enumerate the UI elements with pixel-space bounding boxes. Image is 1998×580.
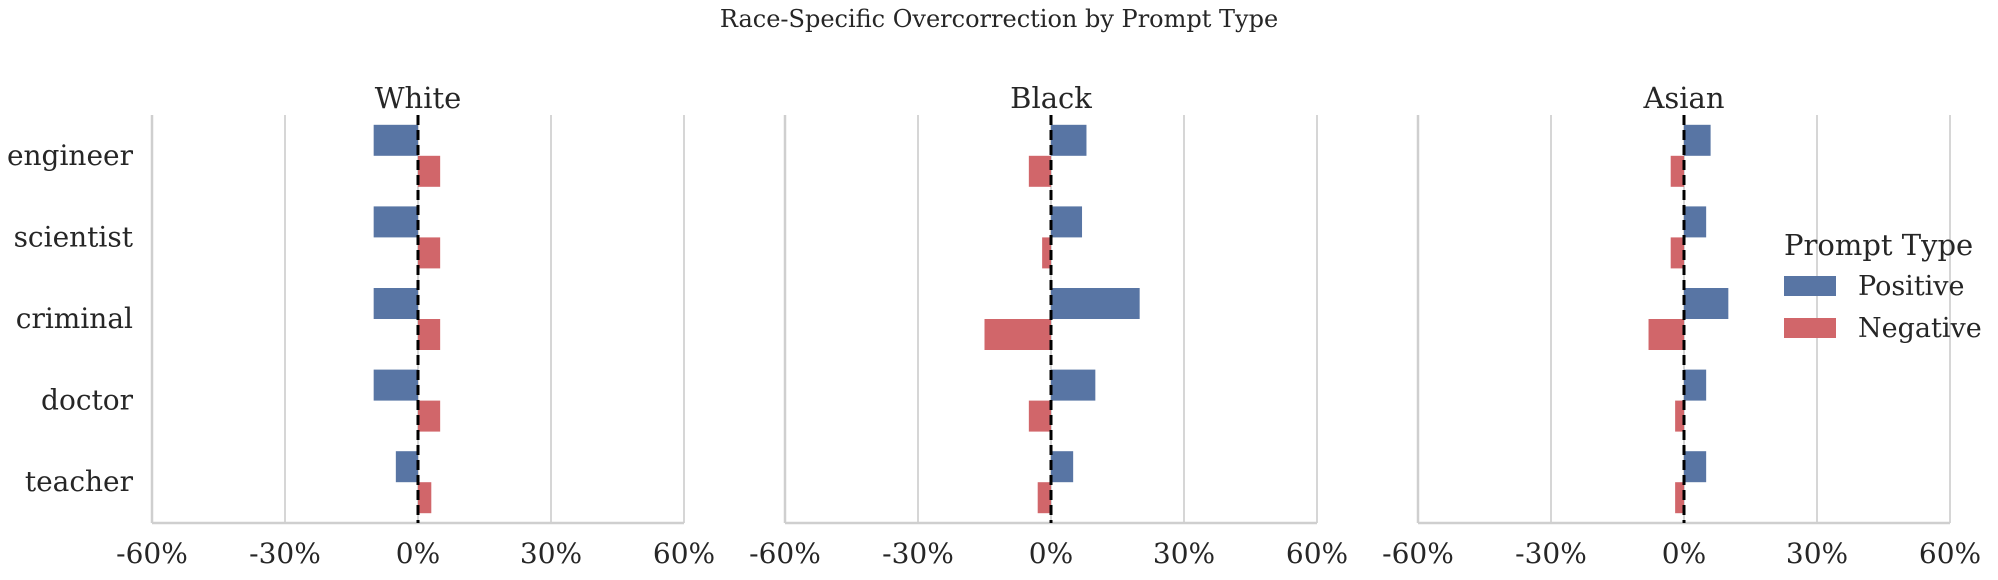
bar-negative-criminal xyxy=(1648,319,1684,350)
x-tick-label: -60% xyxy=(1382,537,1454,570)
bar-negative-engineer xyxy=(418,155,441,187)
bar-positive-criminal xyxy=(1051,288,1140,319)
x-tick-label: 0% xyxy=(1029,537,1073,570)
legend-label-positive: Positive xyxy=(1858,271,1965,302)
facet-white: White -60% -30% 0% 30% 60% engineer scientist cr… xyxy=(7,81,715,570)
facet-title: White xyxy=(375,81,462,115)
bar-negative-teacher xyxy=(1675,482,1684,514)
x-tick-label: -30% xyxy=(1515,537,1587,570)
facet-asian: Asian -60% -30% 0% 30% 60% xyxy=(1382,81,1981,570)
bar-positive-engineer xyxy=(1051,124,1087,156)
x-tick-label: 30% xyxy=(1153,537,1215,570)
y-tick-label: criminal xyxy=(16,302,133,335)
x-tick-label: 60% xyxy=(1919,537,1981,570)
y-tick-label: teacher xyxy=(25,465,134,498)
bar-positive-engineer xyxy=(373,124,418,156)
bar-positive-doctor xyxy=(373,369,418,401)
bar-positive-criminal xyxy=(373,288,418,319)
x-tick-label: 30% xyxy=(520,537,582,570)
bar-positive-teacher xyxy=(395,451,418,483)
bar-negative-engineer xyxy=(1028,155,1051,187)
x-tick-label: -30% xyxy=(249,537,321,570)
bar-positive-teacher xyxy=(1051,451,1074,483)
facet-title: Black xyxy=(1010,81,1092,115)
bar-positive-scientist xyxy=(373,206,418,238)
legend-swatch-positive xyxy=(1784,276,1836,296)
legend: Prompt Type Positive Negative xyxy=(1784,228,1982,344)
bar-negative-criminal xyxy=(984,319,1051,350)
facets-layer: White -60% -30% 0% 30% 60% engineer scientist cr… xyxy=(7,81,1981,570)
bar-negative-teacher xyxy=(1037,482,1051,514)
x-tick-label: 60% xyxy=(1286,537,1348,570)
bar-positive-engineer xyxy=(1684,124,1711,156)
bar-positive-teacher xyxy=(1684,451,1707,483)
legend-swatch-negative xyxy=(1784,318,1836,338)
facet-title: Asian xyxy=(1642,81,1724,115)
bar-negative-teacher xyxy=(418,482,432,514)
x-tick-label: -60% xyxy=(116,537,188,570)
bar-negative-scientist xyxy=(1670,237,1684,269)
bar-positive-doctor xyxy=(1684,369,1707,401)
bar-positive-scientist xyxy=(1684,206,1707,238)
y-tick-label: engineer xyxy=(7,139,134,172)
bar-negative-engineer xyxy=(1670,155,1684,187)
bar-positive-doctor xyxy=(1051,369,1096,401)
bar-negative-scientist xyxy=(1042,237,1051,269)
bar-negative-criminal xyxy=(418,319,441,350)
y-tick-label: scientist xyxy=(14,220,134,253)
chart-title: Race-Specific Overcorrection by Prompt T… xyxy=(720,5,1278,33)
facet-black: Black -60% -30% 0% 30% 60% xyxy=(749,81,1348,570)
bar-negative-doctor xyxy=(418,400,441,432)
bar-positive-criminal xyxy=(1684,288,1729,319)
bar-negative-doctor xyxy=(1675,400,1684,432)
bar-negative-doctor xyxy=(1028,400,1051,432)
x-tick-label: 60% xyxy=(653,537,715,570)
x-tick-label: 0% xyxy=(396,537,440,570)
legend-title: Prompt Type xyxy=(1784,228,1973,262)
x-tick-label: 30% xyxy=(1786,537,1848,570)
legend-label-negative: Negative xyxy=(1858,313,1982,344)
bar-positive-scientist xyxy=(1051,206,1083,238)
x-tick-label: 0% xyxy=(1662,537,1706,570)
x-tick-label: -30% xyxy=(882,537,954,570)
bar-negative-scientist xyxy=(418,237,441,269)
x-tick-label: -60% xyxy=(749,537,821,570)
y-tick-label: doctor xyxy=(41,384,134,417)
